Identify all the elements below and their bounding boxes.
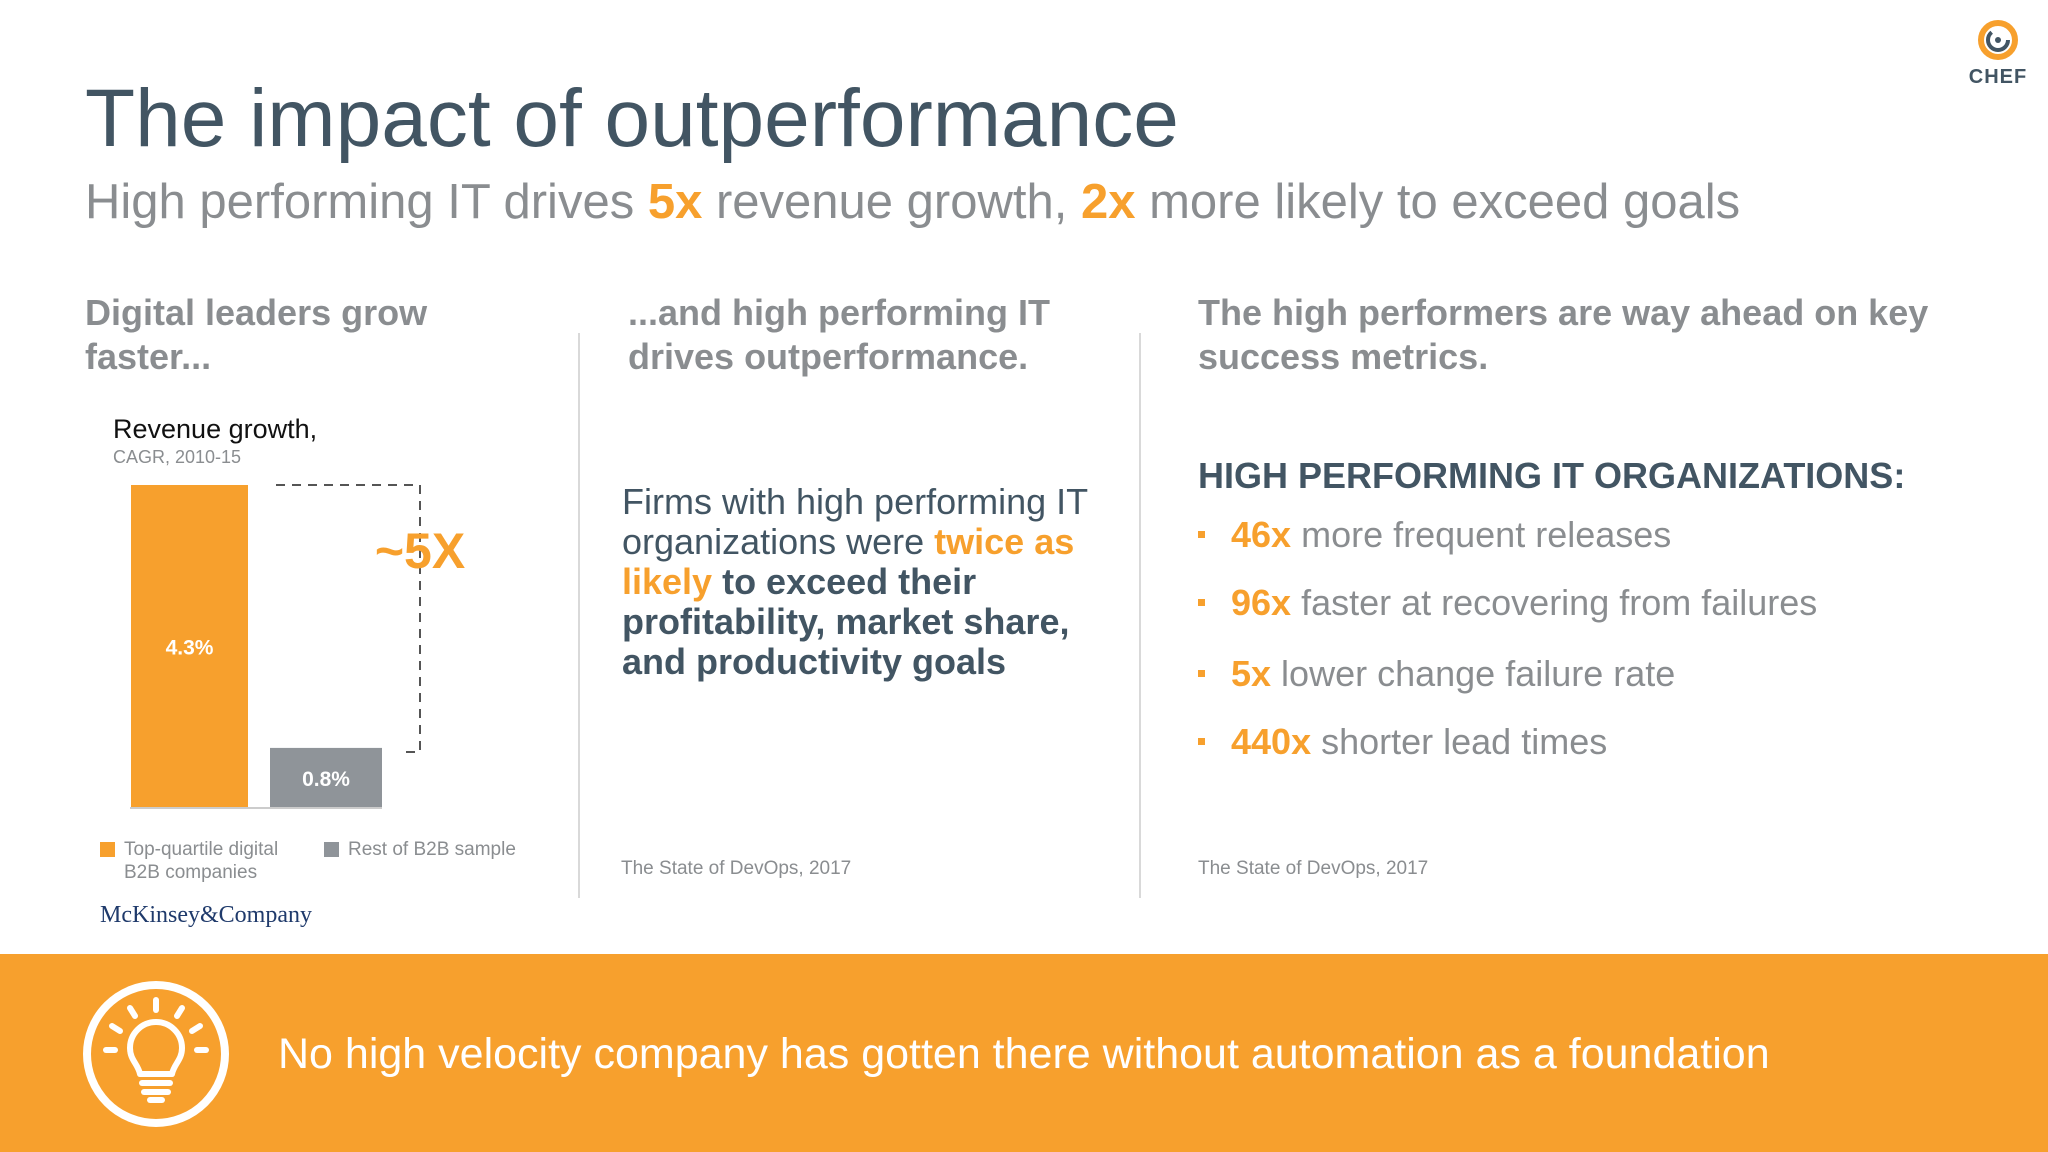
chef-logo-icon <box>1978 20 2018 60</box>
legend-item-top-quartile: Top-quartile digital B2B companies <box>100 838 278 884</box>
metric-item: 46x more frequent releases <box>1198 514 1671 556</box>
middle-statement: Firms with high performing IT organizati… <box>622 481 1088 682</box>
column-divider <box>578 333 580 898</box>
page-subtitle: High performing IT drives 5x revenue gro… <box>85 175 1741 229</box>
legend-swatch <box>324 842 339 857</box>
multiplier-label: ~5X <box>375 523 465 579</box>
highlight-twice-as-likely: twice as likely <box>622 521 1075 602</box>
mckinsey-logo: McKinsey&Company <box>100 902 312 928</box>
lightbulb-icon <box>83 981 229 1127</box>
chart-subtitle: CAGR, 2010-15 <box>113 447 242 467</box>
chart-title: Revenue growth, <box>113 414 318 444</box>
bottom-banner <box>0 954 2048 1152</box>
chart-bar <box>270 747 382 808</box>
bar-value-label: 4.3% <box>166 637 214 660</box>
logo-text: CHEF <box>1968 66 2028 88</box>
column-divider <box>1139 333 1141 898</box>
right-source: The State of DevOps, 2017 <box>1198 858 1429 879</box>
chart-bar <box>131 485 248 808</box>
right-column-heading: The high performers are way ahead on key… <box>1198 292 1929 377</box>
metrics-heading: HIGH PERFORMING IT ORGANIZATIONS: <box>1198 455 1906 496</box>
subtitle-highlight-2x: 2x <box>1080 175 1136 229</box>
revenue-growth-chart: 4.3% 0.8% ~5X <box>130 484 465 809</box>
metric-item: 5x lower change failure rate <box>1198 653 1675 695</box>
page-title: The impact of outperformance <box>85 73 1179 164</box>
middle-source: The State of DevOps, 2017 <box>621 858 852 879</box>
left-column-heading: Digital leaders grow faster... <box>85 292 428 377</box>
banner-text: No high velocity company has gotten ther… <box>278 1030 1770 1078</box>
legend-swatch <box>100 842 115 857</box>
legend-item-rest: Rest of B2B sample <box>324 838 516 861</box>
multiplier-bracket <box>276 484 421 753</box>
metric-item: 96x faster at recovering from failures <box>1198 582 1817 624</box>
metric-item: 440x shorter lead times <box>1198 721 1607 763</box>
bar-value-label: 0.8% <box>302 768 350 791</box>
chef-logo: CHEF <box>1960 14 2036 90</box>
middle-column-heading: ...and high performing IT drives outperf… <box>628 292 1050 377</box>
subtitle-highlight-5x: 5x <box>647 175 703 229</box>
